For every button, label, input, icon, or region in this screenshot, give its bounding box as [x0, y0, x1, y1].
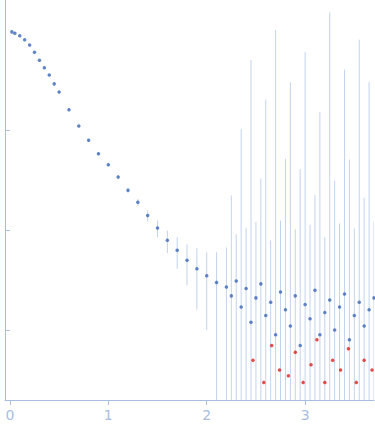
- svg-text:3: 3: [301, 407, 310, 423]
- svg-text:1: 1: [104, 407, 113, 423]
- svg-text:0: 0: [5, 407, 14, 423]
- svg-text:2: 2: [202, 407, 211, 423]
